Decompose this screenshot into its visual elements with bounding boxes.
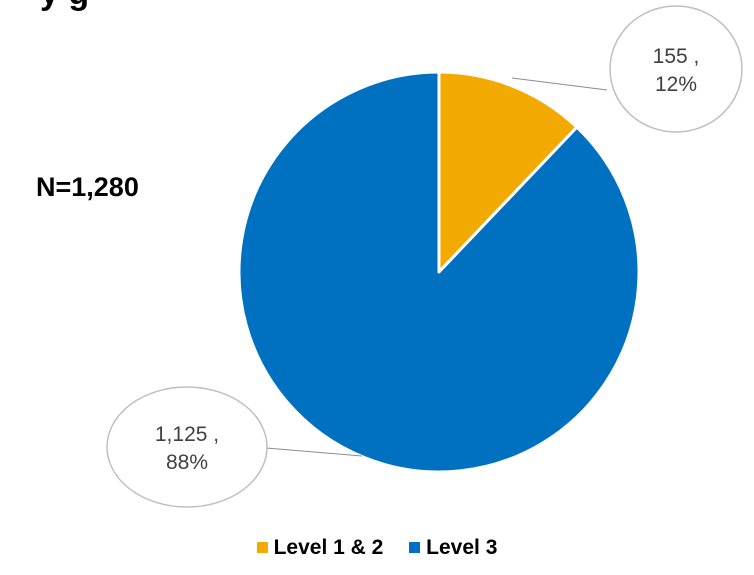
pie-chart: 155 , 12% 1,125 , 88% [0, 0, 754, 520]
legend-item-level-1-2: Level 1 & 2 [257, 536, 384, 560]
data-label-percent-level-1-2: 12% [655, 73, 697, 96]
pie-slice-level-3 [239, 72, 639, 472]
callout-bubble-level-3 [107, 387, 267, 507]
legend-swatch-level-3 [409, 542, 420, 553]
leader-line-level-1-2 [512, 78, 607, 90]
callout-bubble-level-1-2 [610, 6, 742, 132]
data-label-value-level-1-2: 155 , [653, 45, 700, 68]
legend-item-level-3: Level 3 [409, 536, 497, 560]
legend-label-level-1-2: Level 1 & 2 [274, 536, 384, 560]
data-label-percent-level-3: 88% [166, 451, 208, 474]
data-label-value-level-3: 1,125 , [155, 423, 219, 446]
legend-swatch-level-1-2 [257, 542, 268, 553]
chart-legend: Level 1 & 2 Level 3 [0, 535, 754, 560]
legend-label-level-3: Level 3 [426, 536, 497, 560]
